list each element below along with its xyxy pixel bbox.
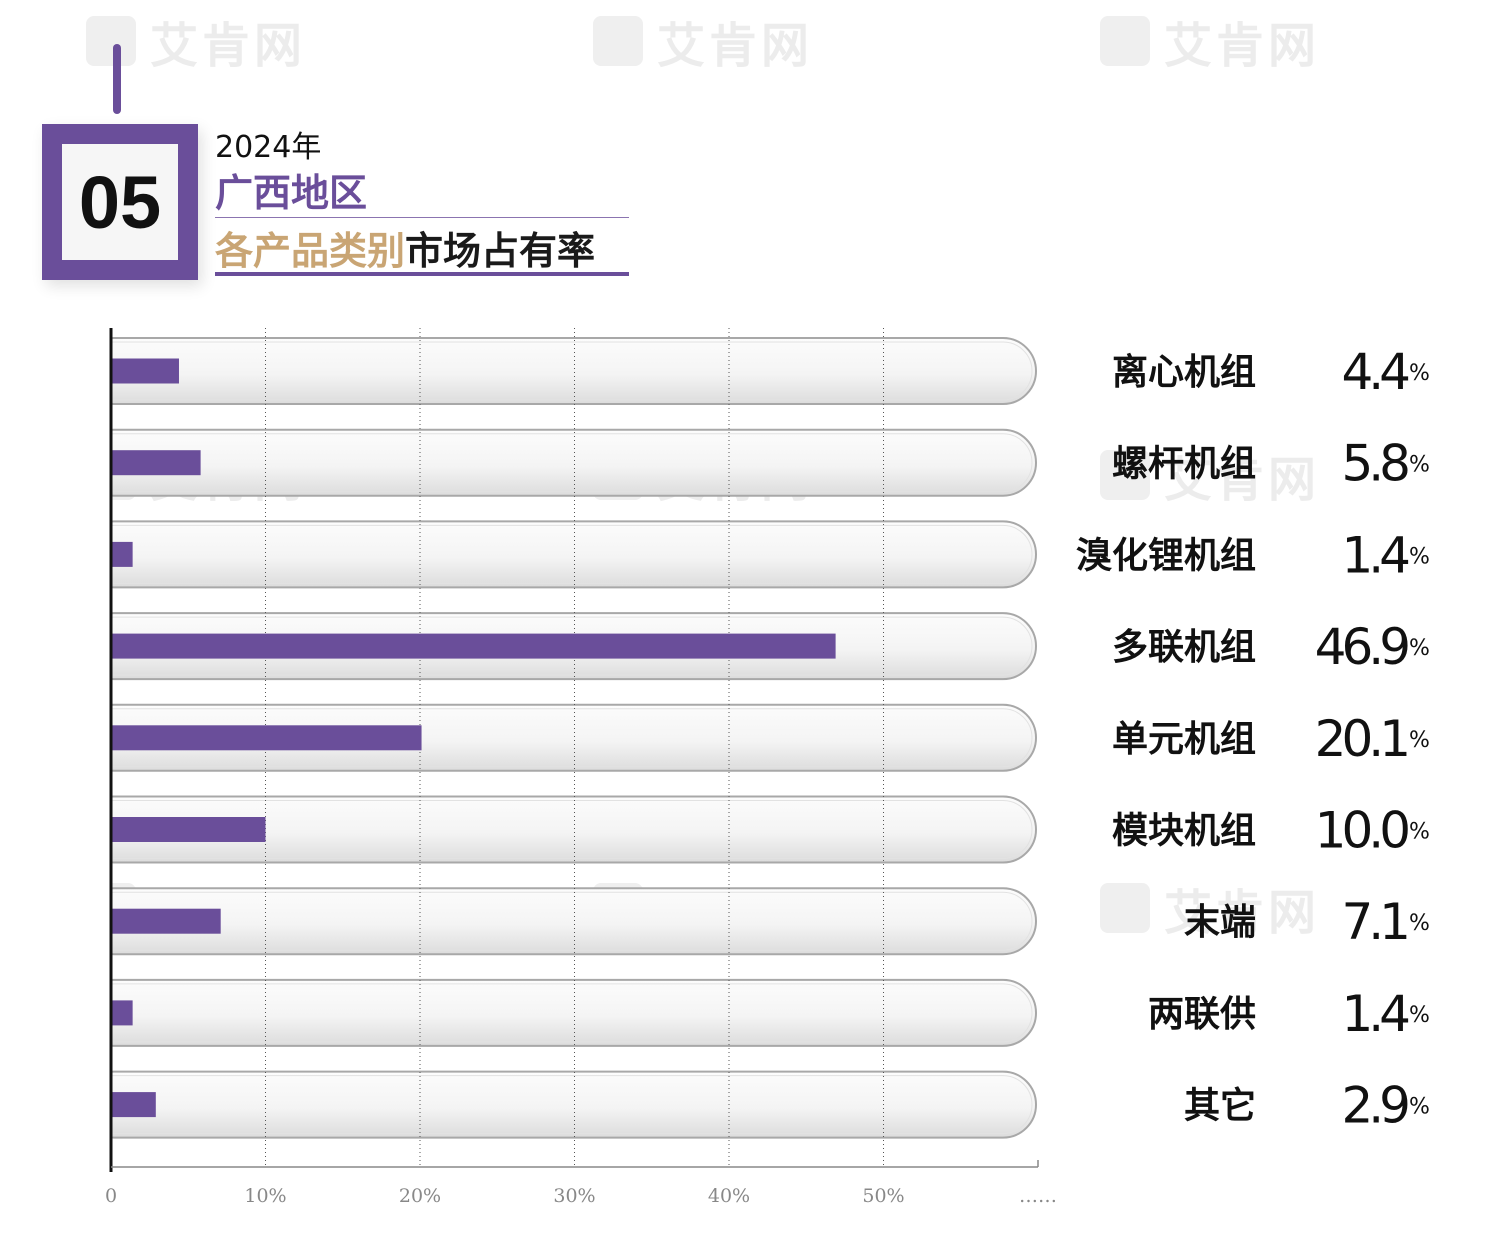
bar [111,817,266,842]
value-unit-label: % [1409,636,1430,661]
value-unit-label: % [1409,820,1430,845]
chart-title-part1: 各产品类别 [215,229,406,273]
value-label: 7.1 [1341,893,1407,951]
bar-track [80,337,1037,405]
category-label: 两联供 [1148,993,1256,1035]
value-label: 1.4 [1341,985,1408,1043]
value-unit-label: % [1409,1003,1430,1028]
category-label: 离心机组 [1112,351,1256,393]
value-unit-label: % [1409,453,1430,478]
chart-region: 广西地区 [215,171,368,215]
bar-track [80,887,1037,956]
value-unit-label: % [1409,728,1430,753]
value-label: 4.4 [1341,343,1408,401]
value-label: 1.4 [1341,526,1408,584]
value-unit-label: % [1409,361,1430,386]
category-label: 单元机组 [1112,718,1256,760]
chart-year: 2024年 [215,130,322,165]
category-label: 末端 [1184,901,1256,943]
bar [111,908,221,934]
chart-title-part2: 市场占有率 [405,229,596,273]
section-number-badge: 05 [42,124,198,280]
x-tick-label: 40% [708,1185,750,1207]
category-label: 其它 [1184,1085,1256,1127]
x-tick-label: …… [1019,1185,1057,1207]
x-tick-label: 20% [399,1185,441,1207]
value-label: 10.0 [1315,802,1409,860]
category-label: 多联机组 [1112,626,1256,668]
bar [111,358,179,384]
bar [111,450,201,476]
category-label: 螺杆机组 [1112,443,1256,485]
value-label: 5.8 [1341,435,1408,493]
bar-track [80,520,1037,589]
x-tick-label: 50% [862,1185,904,1207]
value-unit-label: % [1409,911,1430,936]
category-label: 溴化锂机组 [1076,534,1256,576]
bar [111,1092,156,1118]
bar [111,541,133,567]
title-divider [215,217,629,218]
axis-mask [0,332,111,1168]
bar-track [80,1070,1037,1139]
chart-title: 各产品类别市场占有率 [215,220,595,275]
bar-track [80,428,1037,497]
section-number: 05 [62,144,178,260]
value-unit-label: % [1409,1095,1430,1120]
x-tick-label: 30% [553,1185,595,1207]
value-label: 46.9 [1315,618,1409,676]
bar-track [80,978,1037,1047]
bar [111,633,836,659]
bar [111,1000,133,1026]
x-tick-label: 0 [105,1185,117,1207]
value-label: 20.1 [1315,710,1408,768]
bar [111,725,422,751]
x-tick-label: 10% [244,1185,286,1207]
value-unit-label: % [1409,544,1430,569]
title-underline [215,272,629,276]
value-label: 2.9 [1341,1077,1408,1135]
category-label: 模块机组 [1112,810,1256,852]
header-accent-line [113,44,121,114]
